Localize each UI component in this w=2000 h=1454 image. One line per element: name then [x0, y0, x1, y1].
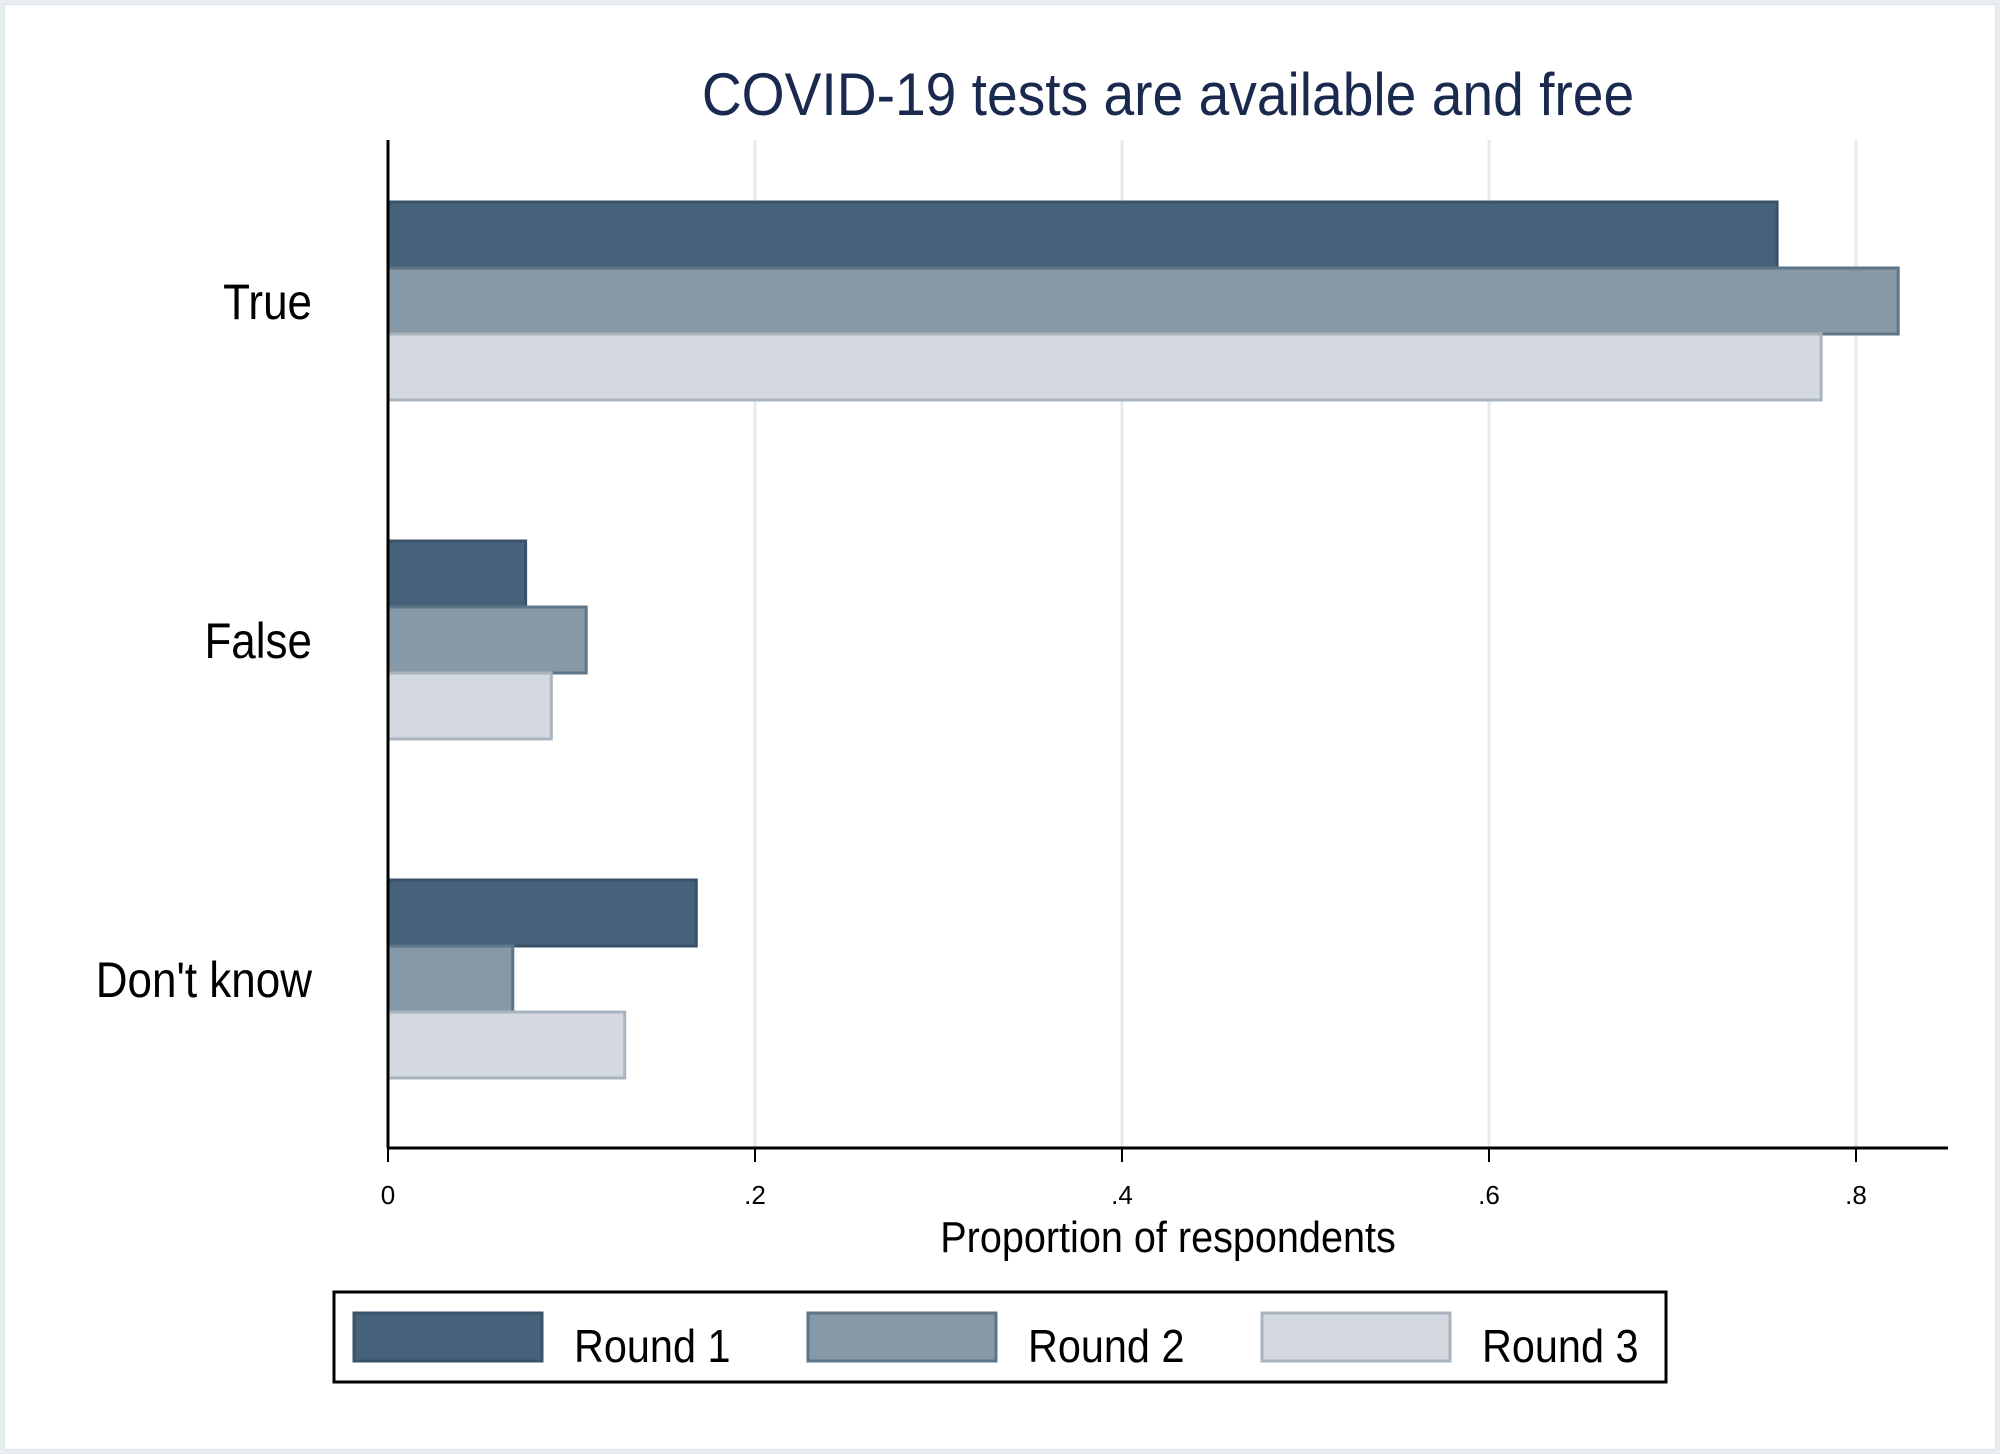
bar-round-3-0 [386, 332, 1823, 402]
category-label: True [223, 273, 312, 329]
bar-round-1-1 [386, 539, 528, 609]
bar-round-2-1 [386, 605, 588, 675]
legend-label-3: Round 3 [1482, 1321, 1638, 1373]
legend-swatch-3 [1260, 1311, 1452, 1363]
bar-round-1-0 [386, 200, 1779, 270]
bar-round-3-2 [386, 1010, 627, 1080]
x-tick-label: .6 [1478, 1180, 1500, 1210]
x-tick-label: .8 [1845, 1180, 1867, 1210]
bar-round-2-0 [386, 266, 1900, 336]
bars [386, 200, 1900, 1080]
x-axis-label: Proportion of respondents [940, 1212, 1396, 1261]
x-tick-label: 0 [381, 1180, 395, 1210]
x-tick-label: .2 [744, 1180, 766, 1210]
legend-swatch-1 [352, 1311, 544, 1363]
legend-label-2: Round 2 [1028, 1321, 1184, 1373]
bar-round-2-2 [386, 944, 515, 1014]
category-label: Don't know [96, 951, 313, 1007]
category-label: False [204, 612, 312, 668]
bar-round-3-1 [386, 671, 553, 741]
chart-title: COVID-19 tests are available and free [702, 62, 1634, 129]
bar-round-1-2 [386, 878, 698, 948]
legend-label-1: Round 1 [574, 1321, 730, 1373]
legend: Round 1 Round 2 Round 3 [352, 1311, 1638, 1373]
x-axis-ticks: 0 .2 .4 .6 .8 [381, 1148, 1867, 1210]
y-axis-labels: True False Don't know [96, 273, 313, 1007]
x-tick-label: .4 [1111, 1180, 1133, 1210]
legend-swatch-2 [806, 1311, 998, 1363]
